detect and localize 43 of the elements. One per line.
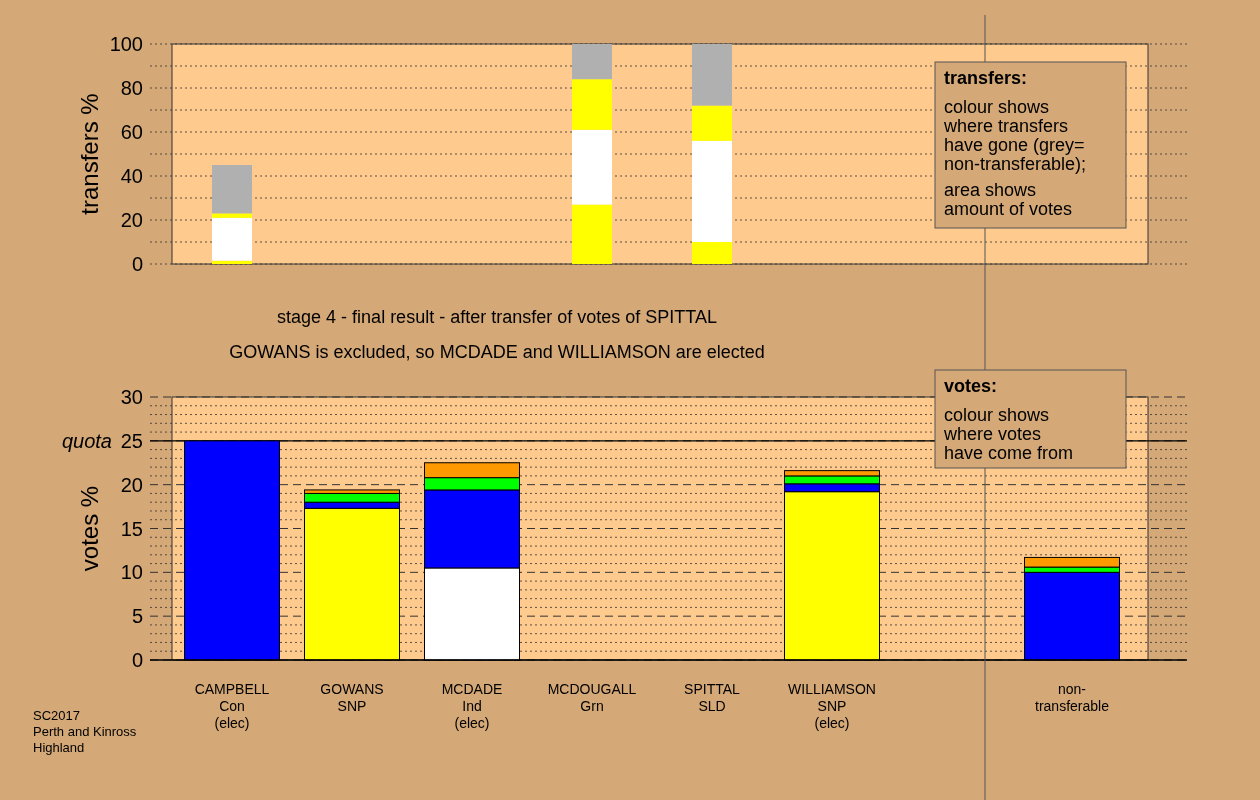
- bar: [692, 242, 732, 264]
- x-tick-label: GOWANS SNP: [320, 681, 384, 714]
- bar: [572, 129, 612, 205]
- y-tick-label: 60: [120, 121, 143, 143]
- bar: [212, 213, 252, 218]
- y-tick-label: 80: [120, 77, 143, 99]
- text: SC2017 Perth and Kinross Highland: [33, 708, 137, 755]
- ref-line-label: quota: [61, 429, 112, 452]
- x-tick-label: SPITTAL SLD: [684, 681, 741, 714]
- annotation: colour shows where votes have come from: [943, 405, 1074, 463]
- x-tick-label: MCDOUGALL Grn: [547, 681, 637, 714]
- y-tick-label: 20: [120, 473, 143, 496]
- y-tick-label: 0: [131, 649, 143, 671]
- bar: [572, 204, 612, 264]
- y-tick-label: 0: [131, 253, 143, 275]
- bar: [212, 165, 252, 214]
- y-axis-title: votes %: [76, 485, 103, 572]
- bar: [692, 140, 732, 242]
- y-tick-label: 15: [120, 517, 143, 540]
- annotation: area shows amount of votes: [944, 180, 1073, 219]
- annotation: transfers:: [944, 68, 1028, 88]
- text: votes:: [944, 376, 998, 396]
- bar: [212, 217, 252, 261]
- x-tick-label: WILLIAMSON SNP (elec): [788, 681, 876, 731]
- bar: [692, 105, 732, 141]
- x-tick-label: MCDADE Ind (elec): [441, 681, 503, 731]
- y-tick-label: 40: [120, 165, 143, 187]
- y-tick-label: 100: [109, 33, 143, 55]
- chart-title: stage 4 - final result - after transfer of votes of SPITTAL: [277, 307, 717, 327]
- chart-subtitle: GOWANS is excluded, so MCDADE and WILLIAMSON are elected: [229, 342, 765, 362]
- bar: [572, 79, 612, 130]
- y-axis-title: transfers %: [76, 93, 103, 215]
- y-tick-label: 10: [120, 561, 143, 584]
- x-tick-label: non- transferable: [1035, 681, 1110, 714]
- bar: [572, 44, 612, 80]
- bar: [692, 44, 732, 106]
- y-tick-label: 5: [131, 605, 143, 628]
- y-tick-label: 20: [120, 209, 143, 231]
- bar: [212, 260, 252, 264]
- y-tick-label: 25: [120, 429, 143, 452]
- y-tick-label: 30: [120, 386, 143, 408]
- x-tick-label: CAMPBELL Con (elec): [194, 681, 270, 731]
- annotation: colour shows where transfers have gone (grey= non-transferable);: [943, 97, 1087, 174]
